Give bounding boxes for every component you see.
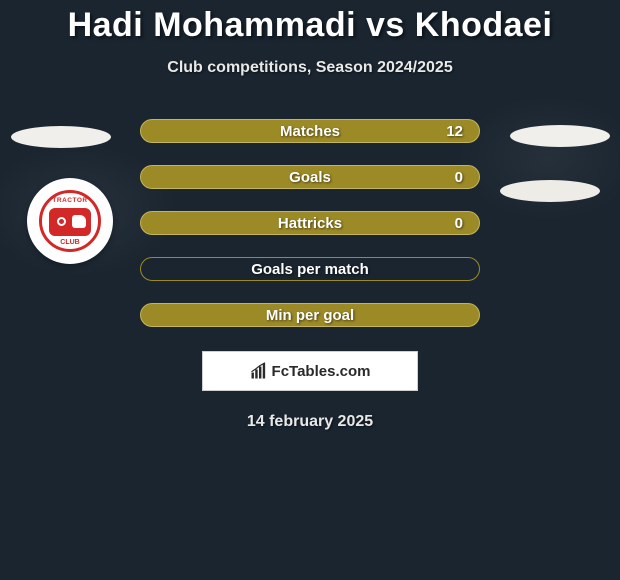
brand-box: FcTables.com bbox=[202, 351, 418, 391]
club-badge-inner: TRACTOR CLUB bbox=[39, 190, 101, 252]
bar-chart-icon bbox=[250, 362, 268, 380]
comparison-card: Hadi Mohammadi vs Khodaei Club competiti… bbox=[0, 0, 620, 580]
stat-row: Matches 12 bbox=[140, 119, 480, 143]
stat-row: Goals 0 bbox=[140, 165, 480, 189]
club-badge-bottom-text: CLUB bbox=[60, 239, 79, 246]
brand-text: FcTables.com bbox=[272, 363, 371, 380]
tractor-icon bbox=[49, 208, 91, 236]
club-badge-tractor: TRACTOR CLUB bbox=[27, 178, 113, 264]
stats-list: Matches 12 Goals 0 Hattricks 0 Goals per match… bbox=[140, 119, 480, 327]
stat-value: 0 bbox=[455, 169, 463, 186]
stat-row: Hattricks 0 bbox=[140, 211, 480, 235]
stat-row: Goals per match bbox=[140, 257, 480, 281]
stat-value: 12 bbox=[446, 123, 463, 140]
club-badge-top-text: TRACTOR bbox=[52, 197, 87, 204]
player-right-placeholder-2 bbox=[500, 180, 600, 202]
page-title: Hadi Mohammadi vs Khodaei bbox=[68, 6, 553, 45]
stat-label: Hattricks bbox=[278, 215, 342, 232]
stat-label: Matches bbox=[280, 123, 340, 140]
stat-label: Min per goal bbox=[266, 307, 354, 324]
player-left-placeholder bbox=[11, 126, 111, 148]
page-subtitle: Club competitions, Season 2024/2025 bbox=[167, 59, 452, 77]
player-right-placeholder-1 bbox=[510, 125, 610, 147]
stat-row: Min per goal bbox=[140, 303, 480, 327]
stat-label: Goals per match bbox=[251, 261, 369, 278]
stat-label: Goals bbox=[289, 169, 331, 186]
stat-value: 0 bbox=[455, 215, 463, 232]
snapshot-date: 14 february 2025 bbox=[247, 413, 373, 431]
